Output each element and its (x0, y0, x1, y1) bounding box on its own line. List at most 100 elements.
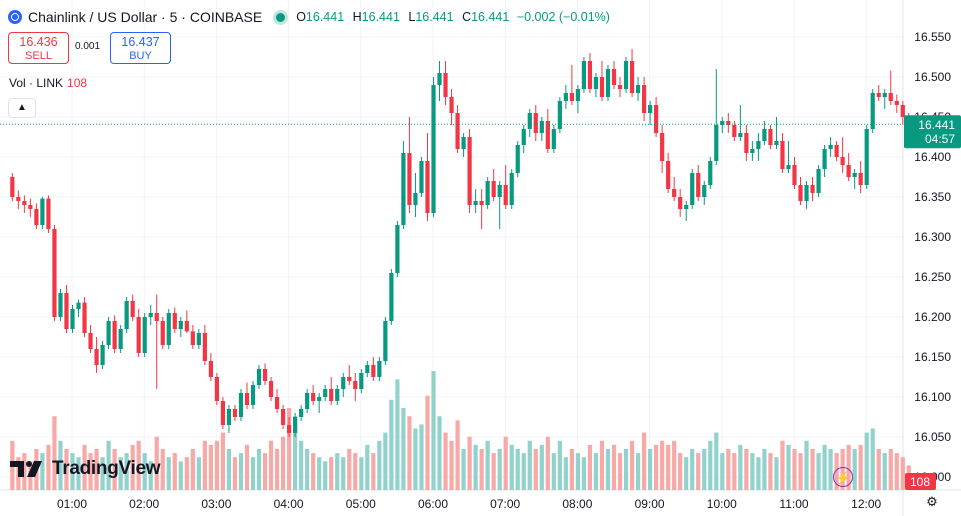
volume-bar (684, 457, 689, 490)
volume-bar (365, 444, 370, 490)
volume-bar (575, 453, 580, 490)
x-tick-label: 12:00 (851, 497, 881, 511)
settings-gear-icon[interactable]: ⚙ (926, 494, 938, 509)
candle-body (70, 309, 75, 329)
candle-body (232, 409, 238, 417)
candle-body (226, 409, 232, 425)
volume-bar (455, 420, 460, 490)
candle-body (142, 317, 147, 353)
volume-bar (359, 457, 364, 490)
volume-bar (100, 457, 105, 490)
candle-body (641, 85, 647, 113)
volume-bar (780, 440, 785, 490)
candle-body (816, 169, 821, 193)
candle-body (419, 161, 424, 193)
volume-bar (551, 453, 556, 490)
symbol-title[interactable]: Chainlink / US Dollar · 5 · COINBASE (28, 9, 263, 25)
candle-body (148, 313, 153, 317)
y-tick-label: 16.400 (914, 150, 951, 164)
volume-bar (762, 449, 767, 490)
candle-body (46, 198, 51, 229)
candle-body (732, 125, 737, 137)
volume-bar (726, 449, 731, 490)
candle-body (365, 365, 370, 373)
collapse-legend-button[interactable]: ▲ (8, 98, 36, 118)
open-key: O (296, 10, 306, 24)
sell-price: 16.436 (19, 35, 58, 49)
volume-bar (148, 461, 153, 490)
volume-bar (142, 453, 147, 490)
candle-body (407, 153, 412, 205)
candle-body (172, 313, 177, 329)
candle-body (876, 93, 881, 97)
candle-body (702, 185, 707, 197)
volume-bar (383, 432, 388, 490)
candle-body (34, 209, 39, 225)
candle-body (581, 61, 587, 89)
volume-bar (744, 449, 749, 490)
volume-bar (894, 453, 899, 490)
volume-bar (244, 444, 250, 490)
candle-body (256, 369, 262, 385)
candle-body (870, 93, 875, 129)
candle-body (287, 425, 292, 433)
x-tick-label: 08:00 (562, 497, 592, 511)
volume-bar (503, 436, 508, 490)
volume-bar (635, 453, 641, 490)
volume-bar (166, 457, 171, 490)
candle-body (311, 393, 316, 401)
volume-bar (708, 440, 713, 490)
volume-bar (431, 371, 436, 490)
candle-body (654, 105, 659, 133)
candle-body (52, 229, 57, 317)
tradingview-logo[interactable]: TradingView (10, 458, 161, 480)
candle-body (605, 69, 611, 97)
candle-body (690, 173, 695, 205)
x-tick-label: 06:00 (418, 497, 448, 511)
x-tick-label: 04:00 (274, 497, 304, 511)
volume-bar (497, 449, 502, 490)
sell-button[interactable]: 16.436 SELL (8, 32, 69, 64)
low-value: 16.441 (415, 10, 454, 24)
high-key: H (352, 10, 362, 24)
candle-body (479, 201, 484, 205)
open-value: 16.441 (305, 10, 345, 24)
candle-body (834, 145, 839, 157)
volume-bars (10, 371, 911, 490)
candle-body (299, 409, 304, 417)
y-tick-label: 16.050 (914, 430, 951, 444)
lightning-icon[interactable]: ⚡ (833, 467, 853, 487)
candle-body (401, 153, 406, 225)
candle-body (136, 317, 141, 353)
candle-body (202, 333, 207, 361)
candle-body (359, 373, 364, 389)
coinbase-icon (8, 10, 22, 24)
candle-body (666, 161, 671, 189)
volume-legend: Vol · LINK 108 (9, 76, 87, 90)
candle-body (768, 129, 773, 145)
buy-button[interactable]: 16.437 BUY (110, 32, 171, 64)
candle-body (678, 197, 683, 209)
volume-bar (629, 440, 635, 490)
candle-body (497, 185, 502, 197)
price-axis: 16.55016.50016.45016.40016.35016.30016.2… (914, 30, 951, 484)
volume-bar (371, 453, 376, 490)
volume-bar (611, 444, 617, 490)
volume-bar (623, 449, 629, 490)
candle-body (118, 329, 123, 349)
volume-bar (882, 453, 887, 490)
candle-body (130, 301, 135, 317)
candle-body (810, 185, 815, 193)
candle-body (455, 113, 460, 149)
volume-bar (828, 449, 833, 490)
volume-bar (648, 449, 653, 490)
volume-bar (407, 416, 412, 490)
candle-body (509, 173, 514, 205)
volume-bar (563, 457, 568, 490)
volume-bar (798, 453, 803, 490)
candle-body (443, 73, 448, 97)
candle-body (840, 157, 845, 165)
volume-bar (557, 440, 562, 490)
candle-body (900, 105, 905, 117)
